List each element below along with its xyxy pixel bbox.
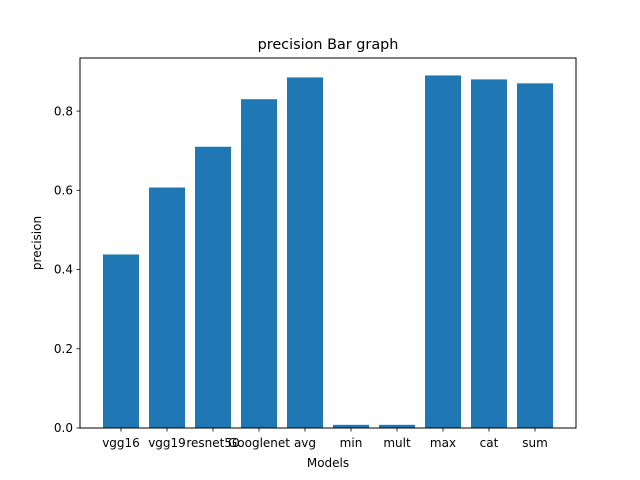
- plot-frame: [79, 57, 577, 429]
- x-axis-label: Models: [307, 456, 349, 470]
- bar-vgg19: [149, 187, 185, 428]
- bar-max: [425, 75, 461, 429]
- y-axis: 0.0 0.2 0.4 0.6 0.8: [54, 104, 80, 435]
- x-tick-label: Googlenet: [228, 436, 290, 450]
- y-tick-label: 0.6: [54, 184, 73, 198]
- chart-title: precision Bar graph: [258, 37, 399, 53]
- bars-group: [103, 75, 553, 429]
- bar-mult: [379, 424, 415, 428]
- bar-googlenet: [241, 99, 277, 428]
- y-tick-label: 0.4: [54, 263, 73, 277]
- y-tick-label: 0.2: [54, 342, 73, 356]
- x-tick-label: max: [430, 436, 456, 450]
- bar-avg: [287, 77, 323, 428]
- x-tick-label: cat: [480, 436, 499, 450]
- y-axis-label: precision: [30, 216, 44, 270]
- x-tick-label: vgg19: [148, 436, 186, 450]
- y-tick-label: 0.8: [54, 104, 73, 118]
- x-tick-label: avg: [294, 436, 316, 450]
- x-tick-label: vgg16: [102, 436, 140, 450]
- bar-resnet50: [195, 146, 231, 429]
- x-tick-label: sum: [522, 436, 548, 450]
- bar-min: [333, 424, 369, 428]
- x-tick-label: mult: [383, 436, 411, 450]
- bar-sum: [517, 83, 553, 428]
- y-tick-label: 0.0: [54, 421, 73, 435]
- x-tick-label: resnet50: [186, 436, 239, 450]
- bar-cat: [471, 79, 507, 428]
- bar-vgg16: [103, 254, 139, 428]
- x-tick-label: min: [340, 436, 363, 450]
